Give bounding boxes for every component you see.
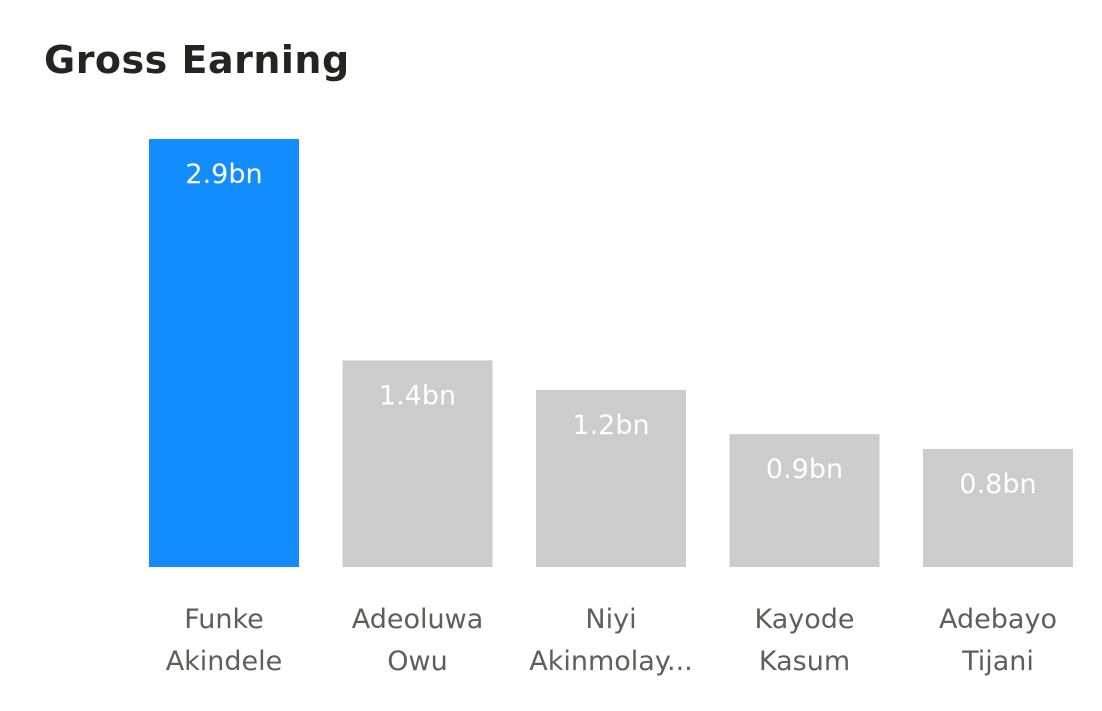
- category-label: Kayode: [754, 604, 854, 635]
- data-label: 0.9bn: [766, 454, 843, 485]
- category-label: Tijani: [961, 646, 1034, 677]
- bar-adeoluwa-owu[interactable]: [342, 360, 493, 567]
- category-label: Funke: [184, 604, 264, 635]
- bar-kayode-kasum[interactable]: [729, 434, 880, 567]
- data-label: 2.9bn: [185, 159, 262, 190]
- bar-funke-akindele[interactable]: [149, 139, 299, 567]
- category-label: Kasum: [759, 646, 850, 677]
- bar-adebayo-tijani[interactable]: [923, 448, 1073, 567]
- data-label: 0.8bn: [959, 469, 1036, 500]
- category-label: Niyi: [585, 604, 636, 635]
- data-label: 1.2bn: [572, 410, 649, 441]
- category-label: Akinmolay...: [529, 646, 692, 677]
- category-label: Owu: [387, 646, 447, 677]
- data-label: 1.4bn: [379, 380, 456, 411]
- category-label: Adebayo: [939, 604, 1057, 635]
- bar-niyi-akinmolay[interactable]: [536, 389, 686, 567]
- chart-title: Gross Earning: [44, 38, 350, 82]
- category-label: Akindele: [166, 646, 283, 677]
- category-label: Adeoluwa: [352, 604, 484, 635]
